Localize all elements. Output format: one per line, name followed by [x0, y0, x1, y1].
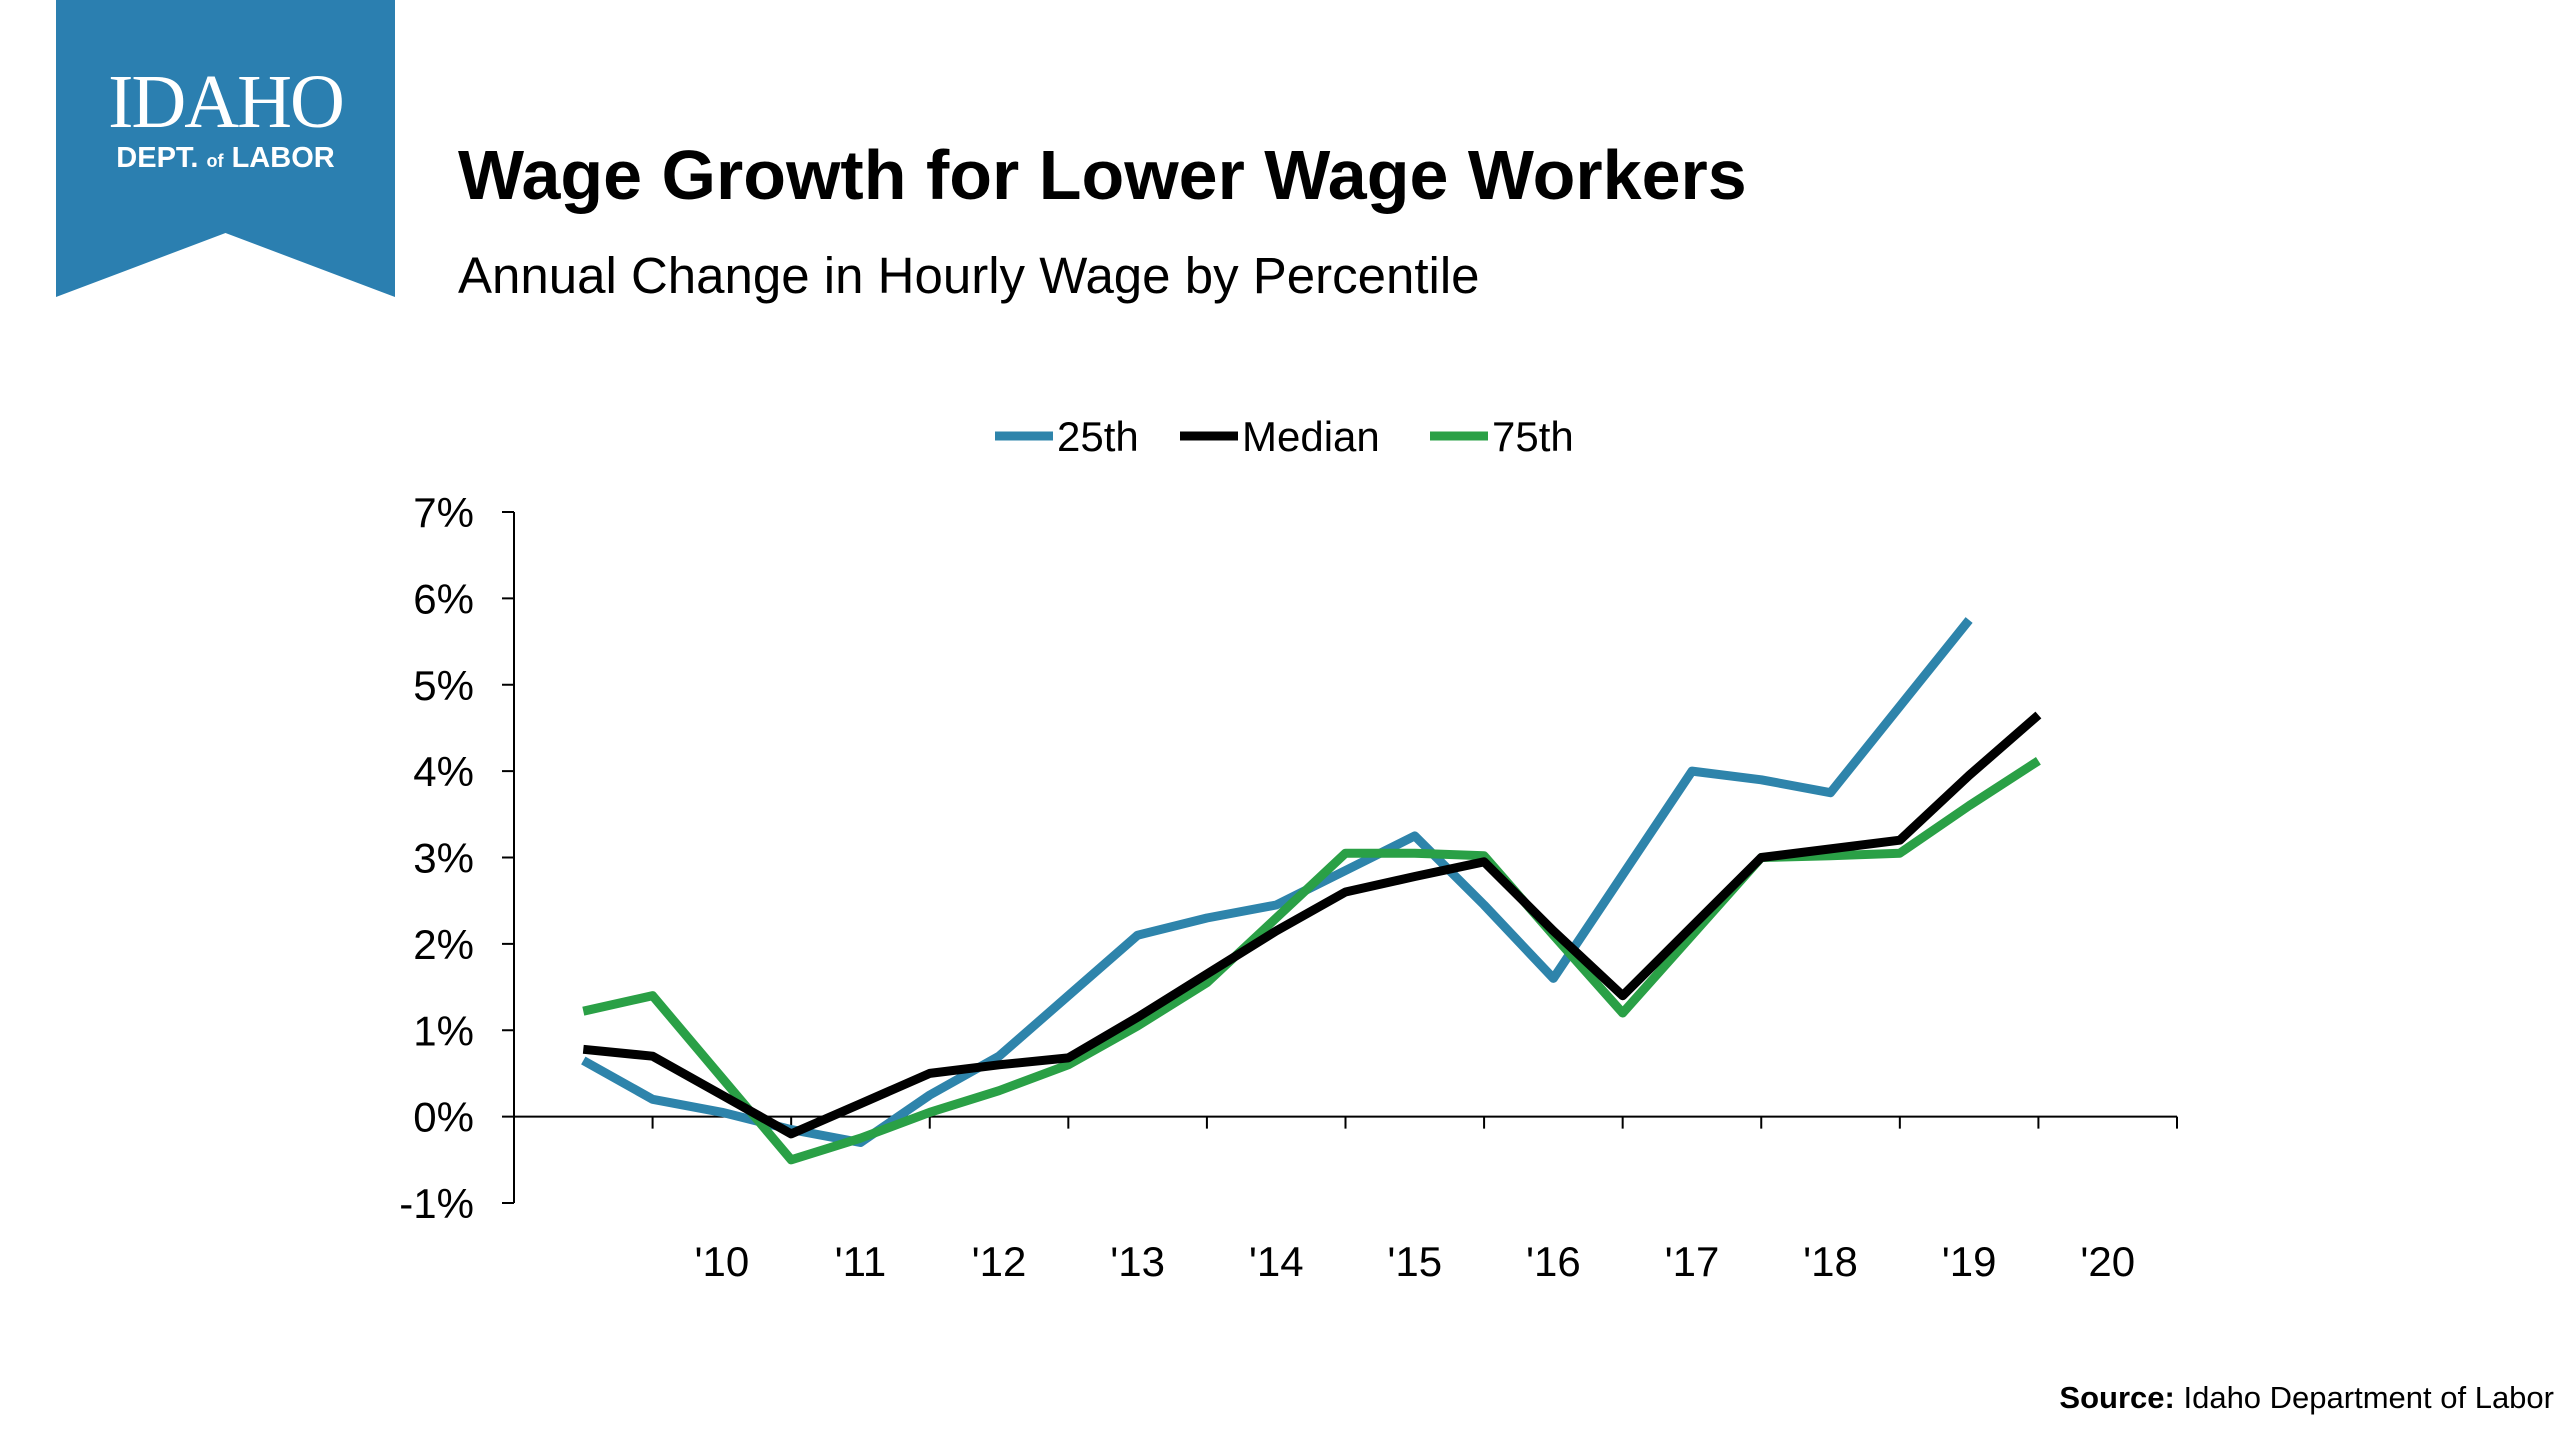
- logo-subtext-of: of: [206, 151, 224, 171]
- logo-subtext-labor: LABOR: [231, 142, 335, 174]
- source-label: Source:: [2059, 1380, 2175, 1415]
- x-tick-label: '18: [1803, 1238, 1858, 1285]
- x-tick-label: '11: [835, 1238, 887, 1285]
- y-tick-label: 4%: [413, 748, 474, 795]
- y-tick-label: 3%: [413, 835, 474, 882]
- y-tick-label: 5%: [413, 662, 474, 709]
- source-text: Idaho Department of Labor: [2183, 1380, 2554, 1415]
- logo-wordmark: IDAHO: [108, 60, 345, 144]
- x-tick-label: '13: [1110, 1238, 1165, 1285]
- chart-legend: 25th Median 75th: [995, 413, 1574, 460]
- x-tick-label: '14: [1249, 1238, 1304, 1285]
- x-tick-label: '15: [1387, 1238, 1442, 1285]
- y-tick-label: 1%: [413, 1007, 474, 1054]
- chart-series: [581, 617, 2042, 1165]
- y-tick-label: 6%: [413, 575, 474, 622]
- series-line-75th: [582, 757, 2041, 1165]
- y-tick-label: 0%: [413, 1094, 474, 1141]
- x-tick-label: '10: [695, 1238, 750, 1285]
- chart-axes: -1% 0% 1% 2% 3% 4% 5% 6% 7% '10 '11 '12 '13 '14 '15 '16…: [399, 489, 2178, 1285]
- x-tick-label: '16: [1526, 1238, 1581, 1285]
- series-line-25th: [581, 617, 1973, 1147]
- x-tick-label: '20: [2080, 1238, 2135, 1285]
- idaho-dept-of-labor-logo: IDAHO DEPT. of LABOR: [56, 0, 395, 297]
- logo-subtext: DEPT. of LABOR: [56, 144, 395, 173]
- legend-label-75th: 75th: [1492, 413, 1574, 460]
- legend-label-25th: 25th: [1057, 413, 1139, 460]
- series-line-median: [582, 711, 2042, 1139]
- y-tick-label: 2%: [413, 921, 474, 968]
- y-tick-label: 7%: [413, 489, 474, 536]
- logo-subtext-dept: DEPT.: [116, 142, 199, 174]
- x-tick-label: '17: [1665, 1238, 1720, 1285]
- y-tick-label: -1%: [399, 1180, 474, 1227]
- chart-title: Wage Growth for Lower Wage Workers: [458, 136, 1747, 214]
- legend-label-median: Median: [1242, 413, 1380, 460]
- logo-banner-shape: [56, 0, 395, 297]
- chart-subtitle: Annual Change in Hourly Wage by Percenti…: [458, 247, 1480, 304]
- x-tick-label: '19: [1942, 1238, 1997, 1285]
- x-tick-label: '12: [972, 1238, 1027, 1285]
- source-note: Source: Idaho Department of Labor: [2059, 1382, 2554, 1413]
